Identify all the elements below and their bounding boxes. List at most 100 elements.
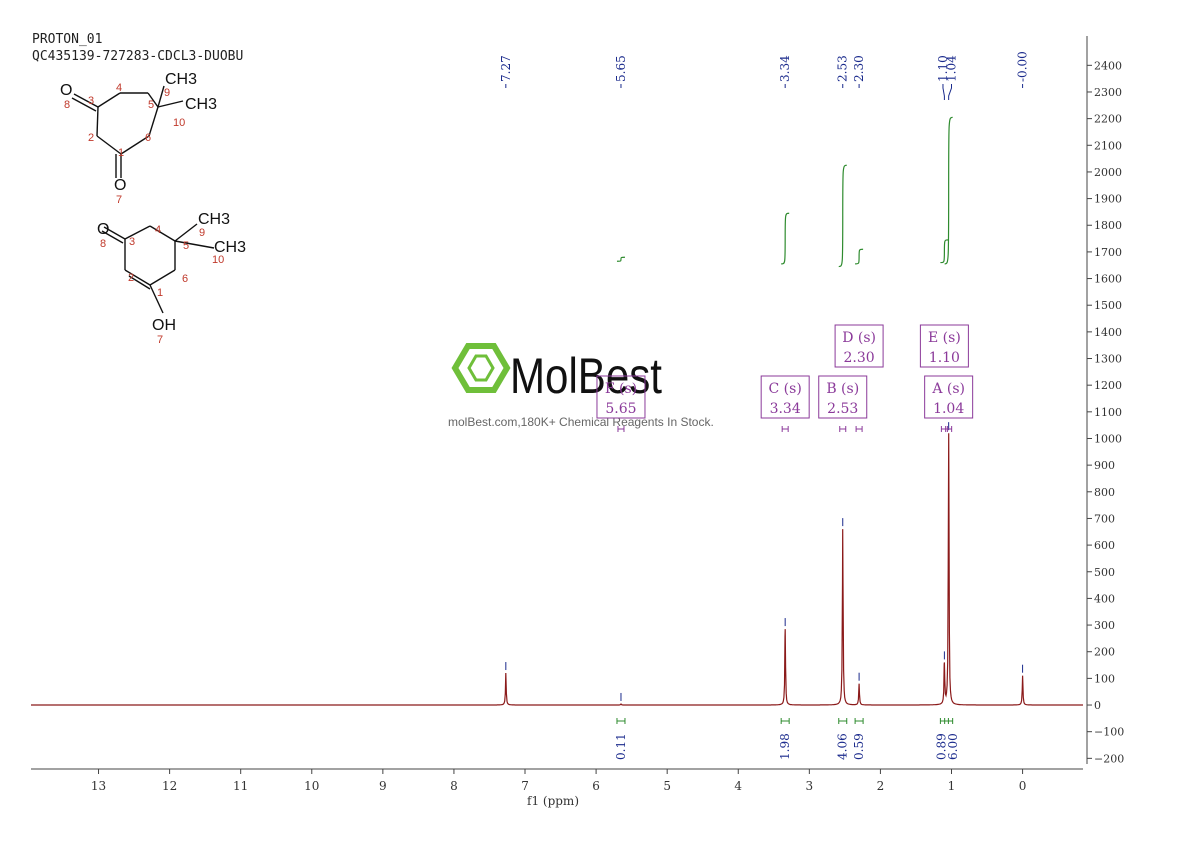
y-tick-label: 2100	[1094, 139, 1122, 152]
x-tick-label: 0	[1019, 779, 1027, 793]
integral-value: 0.11	[614, 733, 628, 760]
peak-label-connector	[942, 84, 945, 100]
x-tick-label: 11	[233, 779, 248, 793]
y-tick-label: −100	[1094, 726, 1124, 739]
s2-atom-o8: O	[97, 221, 109, 238]
sample-name: QC435139-727283-CDCL3-DUOBU	[32, 49, 244, 64]
x-tick-label: 13	[91, 779, 106, 793]
structure-diketone	[71, 85, 184, 178]
peak-label: 1.10	[936, 55, 950, 82]
multiplet-label: F (s)	[605, 381, 637, 397]
y-tick-label: 2300	[1094, 86, 1122, 99]
s2-num-9: 9	[199, 227, 205, 239]
s2-num-8: 8	[100, 238, 106, 250]
s2-num-3: 3	[129, 236, 135, 248]
x-tick-label: 2	[877, 779, 885, 793]
x-tick-label: 1	[948, 779, 956, 793]
s1-num-3: 3	[88, 95, 94, 107]
s1-num-4: 4	[116, 82, 122, 94]
integral-curve	[838, 164, 847, 268]
integral-curve	[940, 239, 949, 264]
y-tick-label: 600	[1094, 539, 1115, 552]
multiplet-shift: 5.65	[605, 401, 636, 417]
peak-label: -0.00	[1016, 51, 1030, 82]
s1-num-8: 8	[64, 99, 70, 111]
y-tick-label: 1500	[1094, 299, 1122, 312]
multiplet-shift: 1.10	[929, 350, 960, 366]
x-tick-label: 10	[304, 779, 319, 793]
y-tick-label: −200	[1094, 752, 1124, 765]
multiplet-box	[818, 375, 868, 419]
s2-num-1: 1	[157, 287, 163, 299]
integral-value: 0.59	[852, 733, 866, 760]
s1-num-7: 7	[116, 194, 122, 206]
multiplet-label: B (s)	[826, 381, 859, 397]
peak-label: 7.27	[499, 55, 513, 82]
s1-num-2: 2	[88, 132, 94, 144]
molbest-watermark: MolBest molBest.com,180K+ Chemical Reage…	[448, 343, 714, 429]
x-tick-label: 6	[592, 779, 600, 793]
multiplet-box	[919, 324, 969, 368]
multiplet-shift: 2.30	[844, 350, 875, 366]
s2-atom-oh7: OH	[152, 317, 176, 334]
y-tick-label: 1200	[1094, 379, 1122, 392]
peak-label: 1.04	[945, 55, 959, 82]
s1-num-5: 5	[148, 99, 154, 111]
y-tick-label: 1700	[1094, 246, 1122, 259]
s2-num-7: 7	[157, 334, 163, 346]
y-tick-label: 0	[1094, 699, 1101, 712]
s2-methyl-top: CH3	[198, 211, 230, 228]
y-tick-label: 2200	[1094, 113, 1122, 126]
y-tick-label: 200	[1094, 646, 1115, 659]
multiplet-label: D (s)	[842, 330, 876, 346]
integral-curve	[855, 248, 864, 265]
s2-num-5: 5	[183, 240, 189, 252]
y-tick-label: 2000	[1094, 166, 1122, 179]
s1-num-1: 1	[118, 147, 124, 159]
watermark-tagline: molBest.com,180K+ Chemical Reagents In S…	[448, 415, 714, 429]
y-tick-label: 1900	[1094, 193, 1122, 206]
multiplet-label: E (s)	[928, 330, 961, 346]
x-tick-label: 7	[521, 779, 529, 793]
y-tick-label: 500	[1094, 566, 1115, 579]
integral-value: 1.98	[778, 733, 792, 760]
experiment-name: PROTON_01	[32, 32, 103, 47]
s2-num-4: 4	[155, 224, 161, 236]
integral-curve	[944, 116, 953, 265]
spectrum-trace	[31, 433, 1083, 706]
y-tick-label: 2400	[1094, 59, 1122, 72]
s1-num-10: 10	[173, 117, 185, 129]
s2-methyl-right: CH3	[214, 239, 246, 256]
multiplet-box	[924, 375, 974, 419]
s1-num-6: 6	[145, 132, 151, 144]
y-tick-label: 1000	[1094, 432, 1122, 445]
peak-label-connector	[948, 84, 952, 100]
y-tick-label: 1800	[1094, 219, 1122, 232]
benzene-logo-icon	[451, 343, 511, 393]
x-tick-label: 8	[450, 779, 458, 793]
peak-label: 2.30	[852, 55, 866, 82]
peak-label: 3.34	[778, 55, 792, 82]
s2-num-10: 10	[212, 254, 224, 266]
x-tick-label: 12	[162, 779, 177, 793]
multiplet-shift: 2.53	[827, 401, 858, 417]
y-tick-label: 700	[1094, 512, 1115, 525]
multiplet-shift: 1.04	[933, 401, 964, 417]
s1-num-9: 9	[164, 87, 170, 99]
multiplet-box	[760, 375, 810, 419]
y-tick-label: 1600	[1094, 273, 1122, 286]
s1-atom-o8: O	[60, 82, 72, 99]
y-tick-label: 300	[1094, 619, 1115, 632]
y-tick-label: 1100	[1094, 406, 1122, 419]
structure-enol	[101, 223, 215, 314]
integral-curve	[781, 212, 790, 265]
x-axis-title: f1 (ppm)	[527, 794, 579, 808]
integral-curve	[616, 256, 625, 262]
x-tick-label: 5	[663, 779, 671, 793]
y-tick-label: 400	[1094, 592, 1115, 605]
integral-value: 0.89	[935, 733, 949, 760]
s2-num-2: 2	[128, 272, 134, 284]
multiplet-label: A (s)	[931, 381, 965, 397]
s1-atom-o7: O	[114, 177, 126, 194]
